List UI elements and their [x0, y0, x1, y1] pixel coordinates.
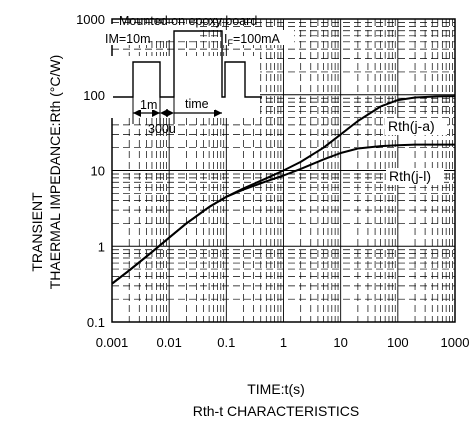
y-tick-label: 1000	[76, 12, 105, 27]
y-tick-label: 1	[98, 239, 105, 254]
chart-caption: Rth-t CHARACTERISTICS	[193, 403, 359, 419]
x-tick-label: 0.1	[217, 335, 235, 350]
y-axis-label-line1: TRANSIENT	[29, 192, 45, 272]
x-tick-label: 100	[387, 335, 409, 350]
x-tick-label: 10	[333, 335, 347, 350]
im-label-bg	[103, 30, 148, 45]
label-time: time	[185, 97, 209, 111]
label-rth-ja: Rth(j-a)	[388, 118, 435, 134]
arrow-head	[152, 109, 160, 117]
label-bg	[386, 168, 444, 185]
board-label: Mounted on epoxy board	[119, 14, 257, 28]
pulse-diagram: Mounted on epoxy board IM=10m IF=100mA 1…	[102, 14, 294, 136]
arrow-head	[133, 109, 141, 117]
x-tick-label: 1	[280, 335, 287, 350]
label-bg	[385, 118, 447, 135]
if-label-bg	[222, 30, 294, 45]
arrow-head	[166, 109, 174, 117]
label-bg	[138, 98, 158, 110]
label-rth-jl: Rth(j-l)	[389, 168, 431, 184]
arrow-head	[214, 109, 222, 117]
x-tick-labels: 0.001 0.01 0.1 1 10 100 1000	[96, 335, 470, 350]
label-300u: 300u	[148, 122, 176, 136]
series-line-rth-jl	[111, 143, 455, 285]
im-label: IM=10m	[105, 32, 151, 46]
pulse-waveform	[113, 30, 262, 98]
label-1m: 1m	[140, 98, 157, 112]
y-axis-label-line2: THAERMAL IMPEDANCE:Rth (°C/W)	[47, 55, 63, 290]
x-tick-label: 0.01	[157, 335, 182, 350]
series-labels: Rth(j-a) Rth(j-l)	[385, 118, 447, 185]
series-lines	[111, 95, 456, 285]
label-bg	[183, 98, 215, 110]
x-tick-label: 1000	[441, 335, 470, 350]
y-tick-label: 0.1	[87, 315, 105, 330]
x-axis-label: TIME:t(s)	[247, 381, 305, 397]
if-label: IF=100mA	[224, 32, 281, 48]
plot-frame	[111, 18, 456, 323]
y-tick-label: 10	[91, 164, 105, 179]
y-tick-label: 100	[83, 88, 105, 103]
y-tick-labels: 0.1 1 10 100 1000	[76, 12, 105, 330]
x-tick-label: 0.001	[96, 335, 129, 350]
